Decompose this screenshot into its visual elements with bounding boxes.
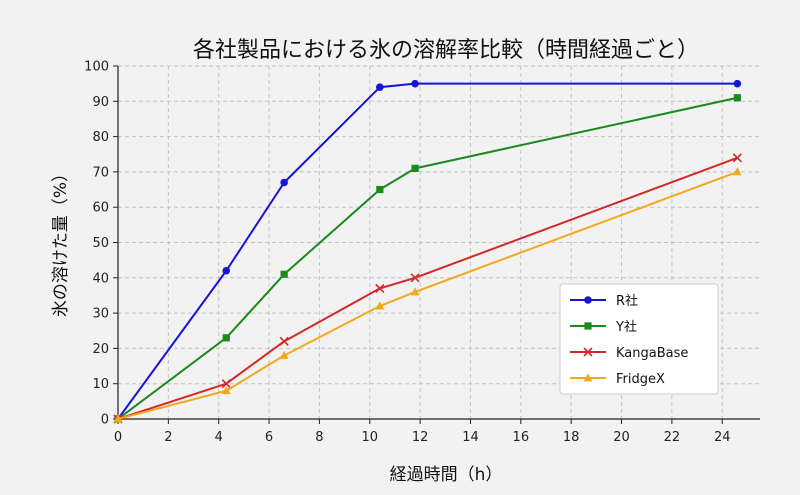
x-axis-label: 経過時間（h） [390,465,503,485]
grid [117,65,760,420]
y-tick-label: 70 [92,165,109,180]
series-line [117,96,738,420]
x-tick-label: 10 [361,430,378,445]
legend-label: FridgeX [616,372,665,387]
data-point [279,336,289,346]
data-point [375,283,385,293]
data-point [376,185,384,194]
legend-marker [583,373,593,382]
y-tick-label: 50 [92,236,109,251]
data-point [280,270,288,278]
data-point [375,301,385,310]
x-tick-label: 20 [613,430,630,445]
data-point [410,287,420,296]
data-point [733,79,742,88]
data-point [113,414,123,423]
data-point [732,153,742,163]
legend-label: R社 [616,293,638,309]
y-tick-label: 60 [92,201,109,216]
x-tick-label: 18 [563,430,580,445]
series-group [113,79,742,424]
data-point [221,386,231,395]
x-tick-label: 2 [164,430,172,445]
series-line [117,156,738,420]
x-tick-label: 24 [714,430,731,445]
x-tick-label: 8 [315,430,323,445]
y-tick-label: 90 [92,95,109,110]
x-tick-label: 6 [265,430,273,445]
y-tick-label: 40 [92,271,109,286]
legend-marker [583,347,593,357]
data-point [280,178,288,187]
legend-label: KangaBase [616,346,688,361]
data-point [732,167,742,176]
x-tick-labels: 0 2 4 6 8 10 12 14 16 18 20 22 24 [114,430,731,445]
axes [113,65,760,424]
y-tick-label: 10 [92,377,109,392]
legend-box [559,283,719,395]
data-point [222,266,231,275]
legend: R社 Y社 KangaBase FridgeX [559,283,719,395]
series-line [117,82,738,420]
series-line [117,170,738,420]
chart-title: 各社製品における氷の溶解率比較（時間経過ごと） [193,38,699,63]
x-tick-label: 0 [114,430,122,445]
x-tick-label: 16 [513,430,530,445]
y-axis-label: 氷の溶けた量（%） [51,165,71,317]
y-tick-label: 80 [92,130,109,145]
data-point [376,83,384,91]
data-point [411,79,419,88]
legend-item: Y社 [570,319,637,335]
series-4 [113,167,742,423]
data-point [411,164,419,172]
data-point [410,273,420,283]
data-point [221,379,231,389]
data-point [222,334,230,342]
data-point [279,350,289,359]
x-tick-label: 4 [215,430,223,445]
y-tick-label: 20 [92,342,109,357]
y-tick-labels: 0 10 20 30 40 50 60 70 80 90 100 [84,60,109,428]
x-tick-label: 12 [412,430,429,445]
x-tick-label: 22 [664,430,681,445]
legend-item: FridgeX [570,372,665,387]
legend-marker [584,322,592,330]
legend-item: R社 [570,293,638,309]
x-tick-label: 14 [462,430,479,445]
legend-marker [584,296,592,304]
data-point [733,94,741,102]
legend-label: Y社 [615,319,637,335]
y-tick-label: 0 [101,413,109,428]
legend-item: KangaBase [570,346,688,361]
y-tick-label: 100 [84,60,109,75]
y-tick-label: 30 [92,307,109,322]
